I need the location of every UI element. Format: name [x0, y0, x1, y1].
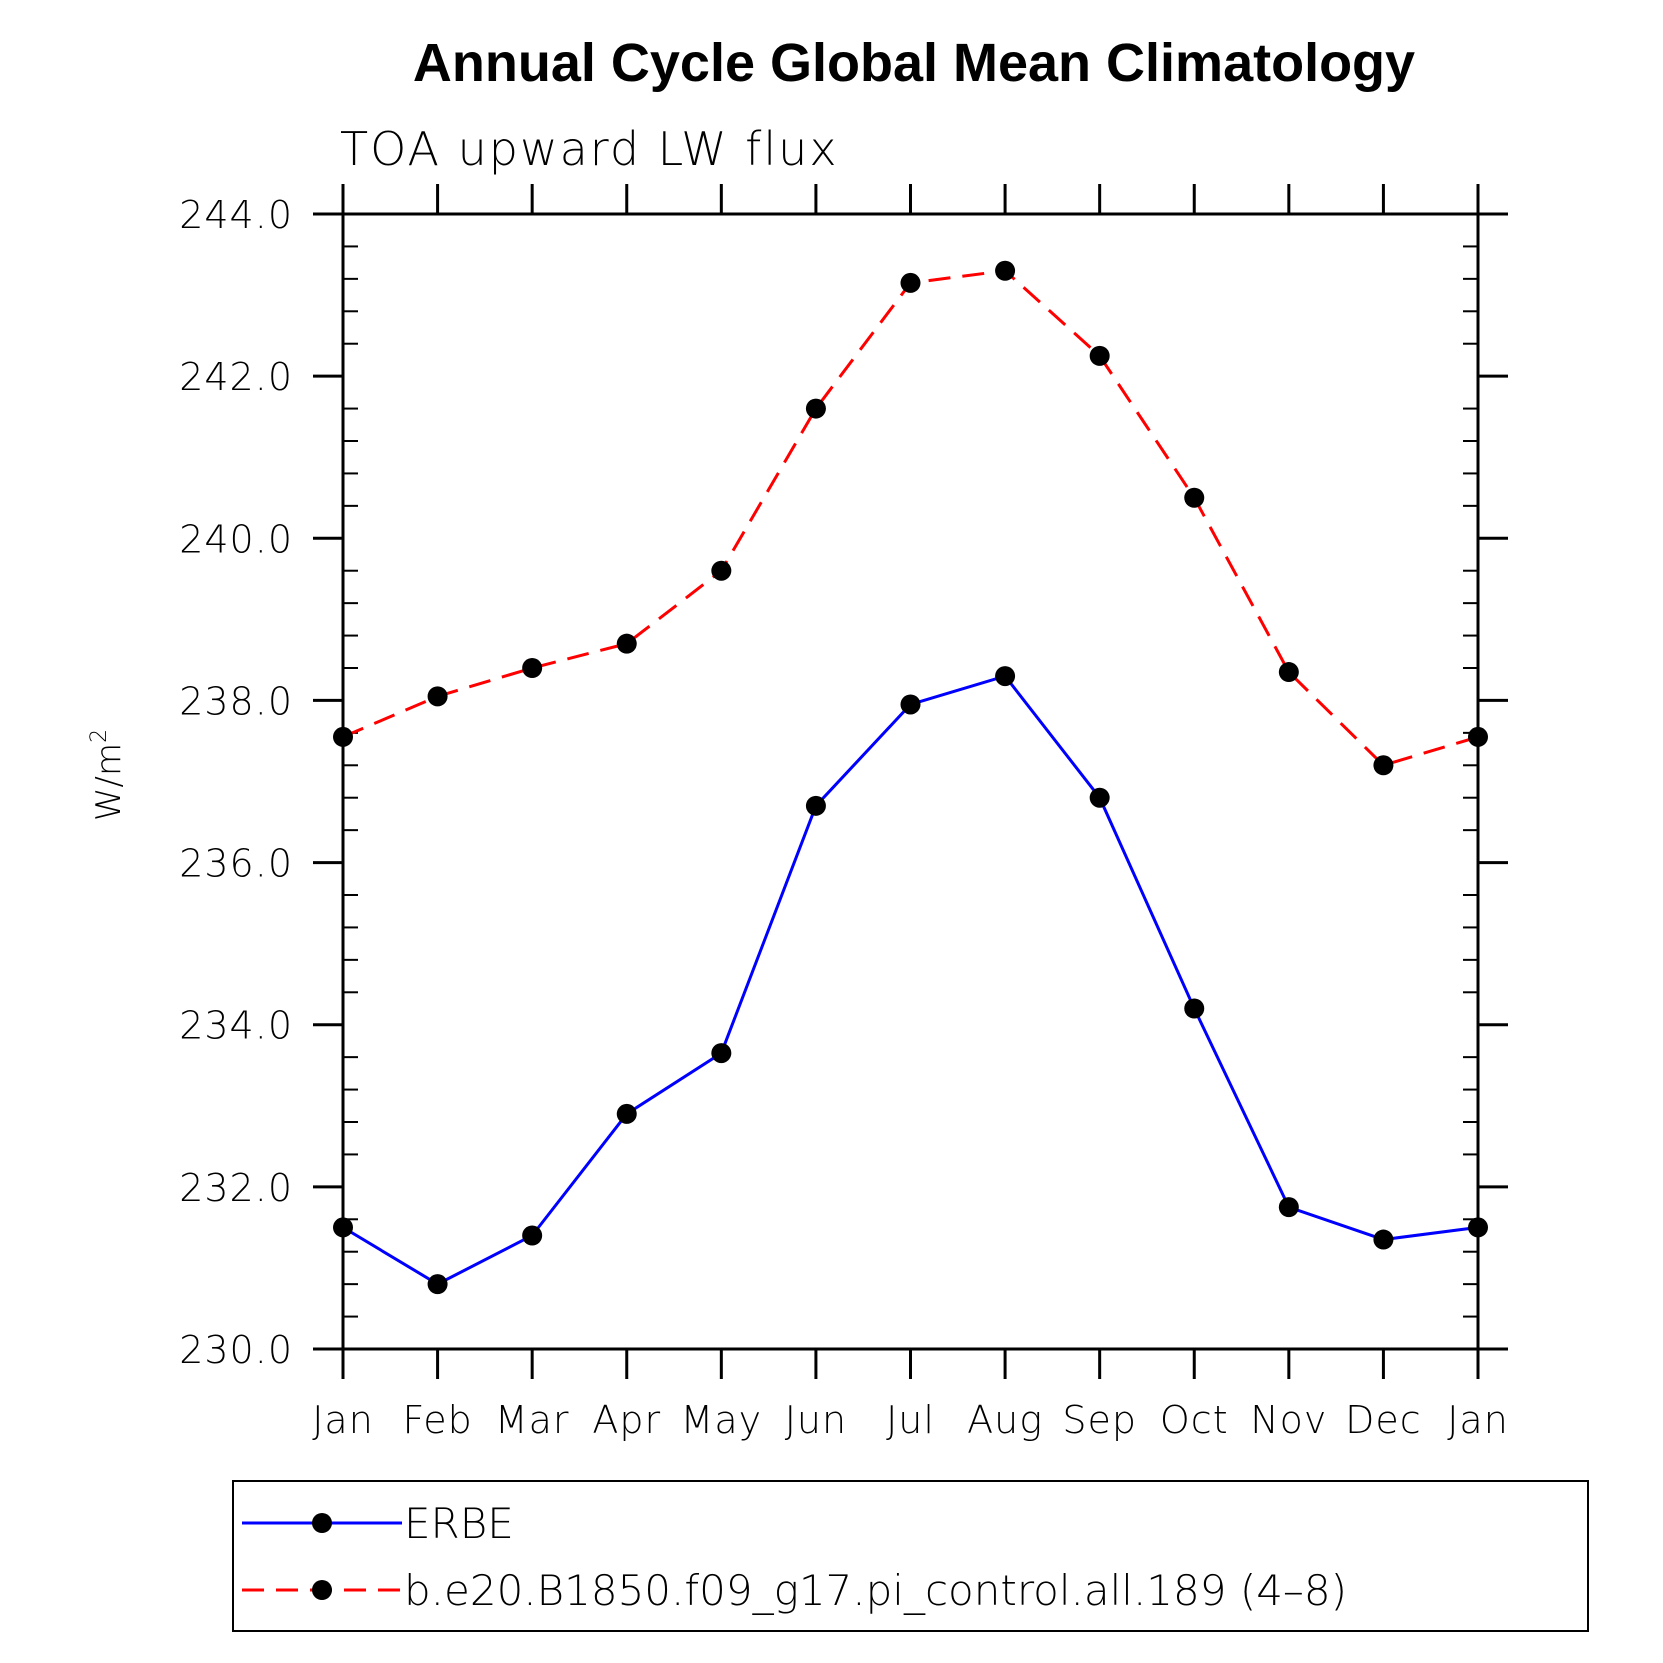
chart-title: Annual Cycle Global Mean Climatology	[413, 33, 1415, 93]
series-0-point	[333, 1217, 353, 1238]
series-0-point	[427, 1274, 448, 1295]
series-1-point	[522, 658, 543, 678]
x-tick-label: Nov	[1250, 1398, 1327, 1442]
series-1-point	[1184, 487, 1205, 508]
x-tick-label: Apr	[592, 1398, 661, 1442]
x-tick-label: Jan	[312, 1398, 374, 1442]
y-axis-label: W/m2	[87, 729, 129, 821]
series-1-point	[1373, 755, 1394, 776]
y-tick-label: 234.0	[179, 1004, 293, 1048]
x-tick-label: Feb	[402, 1398, 472, 1442]
x-tick-label: Jun	[785, 1398, 847, 1442]
series-0-point	[1089, 787, 1110, 808]
y-tick-label: 236.0	[179, 842, 293, 886]
series-0-point	[1278, 1197, 1299, 1218]
plot-frame	[341, 212, 1480, 1351]
series-layer	[333, 260, 1488, 1295]
chart-subtitle: TOA upward LW flux	[340, 122, 839, 176]
legend-swatch-marker	[312, 1513, 332, 1533]
series-1-point	[616, 633, 637, 654]
series-0-point	[900, 694, 921, 715]
series-1-point	[995, 260, 1016, 281]
series-0-point	[1468, 1217, 1488, 1238]
series-1-point	[1468, 726, 1488, 747]
series-1-point	[1278, 662, 1299, 683]
x-tick-label: Mar	[495, 1398, 570, 1442]
series-0-point	[995, 666, 1016, 687]
x-tick-label: Aug	[967, 1398, 1043, 1442]
series-1-point	[427, 686, 448, 707]
series-0-point	[805, 795, 826, 816]
series-0-point	[522, 1225, 543, 1246]
series-0-point	[1184, 998, 1205, 1019]
series-1-point	[1089, 345, 1110, 366]
series-1-point	[805, 398, 826, 419]
axes-layer: 230.0 232.0 234.0 236.0 238.0 240.0 242.0 244.0…	[179, 184, 1509, 1442]
legend-swatch-marker	[312, 1580, 332, 1600]
y-tick-label: 242.0	[179, 355, 293, 399]
y-tick-label: 244.0	[179, 193, 293, 237]
series-1-point	[900, 272, 921, 293]
x-tick-label: Sep	[1062, 1398, 1137, 1442]
series-1-point	[711, 560, 732, 581]
x-tick-label: Jan	[1447, 1398, 1509, 1442]
x-tick-label: May	[681, 1398, 763, 1442]
legend-label: ERBE	[404, 1499, 514, 1548]
y-tick-label: 232.0	[179, 1166, 293, 1210]
y-axis-label-base: W/m	[89, 743, 129, 821]
x-tick-label: Dec	[1345, 1398, 1422, 1442]
legend-items: ERBE b.e20.B1850.f09_g17.pi_control.all.1…	[242, 1499, 1347, 1615]
legend-box	[232, 1480, 1589, 1632]
series-line-1	[342, 269, 1479, 767]
series-line-0	[342, 674, 1479, 1286]
x-tick-label: Jul	[886, 1398, 935, 1442]
legend-label: b.e20.B1850.f09_g17.pi_control.all.189 (…	[404, 1566, 1347, 1615]
legend: ERBE b.e20.B1850.f09_g17.pi_control.all.1…	[232, 1480, 1589, 1632]
series-0-point	[1373, 1229, 1394, 1250]
series-0-point	[711, 1043, 732, 1064]
x-tick-label: Oct	[1160, 1398, 1229, 1442]
series-1-point	[333, 726, 353, 747]
y-axis-label-superscript: 2	[87, 729, 112, 743]
y-tick-label: 240.0	[179, 517, 293, 561]
y-tick-label: 238.0	[179, 679, 293, 723]
y-tick-label: 230.0	[179, 1328, 293, 1372]
series-0-point	[616, 1103, 637, 1124]
